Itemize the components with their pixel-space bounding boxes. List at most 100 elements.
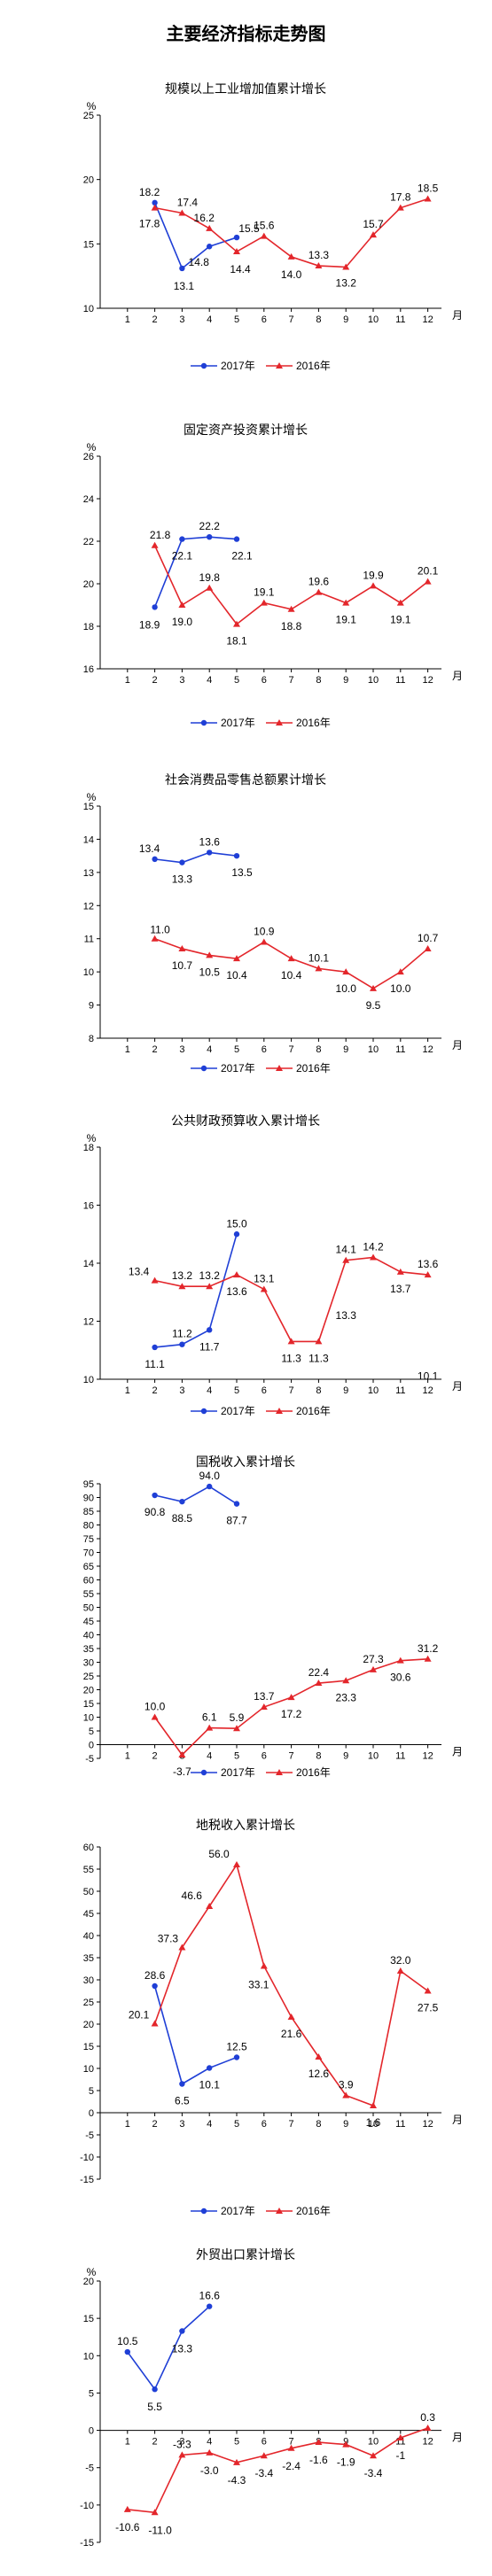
y-tick-label: 55 xyxy=(83,1589,94,1600)
x-tick-label: 2 xyxy=(152,2437,158,2448)
data-point xyxy=(424,2425,432,2432)
y-unit-label: % xyxy=(87,2266,97,2278)
data-label: 14.4 xyxy=(230,263,251,275)
data-label: 21.6 xyxy=(281,2028,302,2040)
data-point xyxy=(315,2439,323,2446)
data-point xyxy=(179,1498,185,1505)
data-point xyxy=(287,605,295,612)
x-tick-label: 7 xyxy=(289,2437,294,2448)
data-point xyxy=(396,2434,404,2440)
x-tick-label: 8 xyxy=(316,2119,321,2130)
data-label: 90.8 xyxy=(144,1506,166,1518)
legend-label: 2017年 xyxy=(221,717,255,729)
chart-national-tax-revenue: 国税收入累计增长 -5 0 5 10 15 20 25 30 35 40 45 50 55 60 65 70 75… xyxy=(0,1439,492,1789)
legend-marker xyxy=(276,1065,283,1071)
data-point xyxy=(370,2102,377,2108)
y-tick-label: 14 xyxy=(83,834,94,845)
x-tick-label: 8 xyxy=(316,314,321,325)
data-point xyxy=(207,534,213,540)
y-tick-label: 45 xyxy=(83,1617,94,1627)
data-label: -1.6 xyxy=(309,2454,328,2466)
legend-label: 2016年 xyxy=(296,1062,331,1075)
data-label: 30.6 xyxy=(390,1672,411,1684)
series-line xyxy=(153,1657,428,1757)
data-label: 17.4 xyxy=(177,196,199,208)
y-tick-label: 35 xyxy=(83,1953,94,1964)
data-point xyxy=(179,2081,185,2087)
data-point xyxy=(424,944,432,951)
data-point xyxy=(370,1253,377,1261)
data-label: -3.4 xyxy=(254,2467,273,2479)
y-tick-label: -10 xyxy=(80,2501,94,2511)
x-tick-label: 10 xyxy=(368,1385,379,1396)
data-label: 20.1 xyxy=(418,565,439,578)
data-label: -3.3 xyxy=(173,2438,191,2450)
data-label: 6.5 xyxy=(175,2095,190,2107)
y-tick-label: 30 xyxy=(83,1658,94,1669)
legend-label: 2017年 xyxy=(221,360,255,372)
data-point xyxy=(424,1655,432,1662)
data-point xyxy=(178,1944,186,1951)
y-tick-label: 16 xyxy=(83,664,94,675)
data-point xyxy=(424,1271,432,1278)
data-label: 13.1 xyxy=(254,1272,275,1284)
legend-marker xyxy=(200,1065,207,1072)
y-tick-label: 50 xyxy=(83,1603,94,1614)
data-label: -1 xyxy=(395,2449,405,2462)
x-tick-label: 1 xyxy=(125,2119,130,2130)
x-tick-label: 11 xyxy=(395,1044,405,1055)
chart-title: 国税收入累计增长 xyxy=(196,1455,295,1470)
data-point xyxy=(152,1982,158,1990)
data-point xyxy=(315,1338,323,1345)
y-tick-label: -5 xyxy=(85,2130,94,2141)
x-tick-label: 5 xyxy=(234,675,239,686)
x-tick-label: 10 xyxy=(368,314,379,325)
y-tick-label: 10 xyxy=(83,967,94,978)
x-tick-label: 3 xyxy=(179,1385,184,1396)
chart-fixed-asset-investment: 固定资产投资累计增长 16 18 20 22 24 26 1 2 3 4 5 6 7 8 9 10 11 12% 月 1… xyxy=(0,407,492,744)
x-tick-label: 7 xyxy=(289,314,294,325)
x-tick-label: 4 xyxy=(207,1044,212,1055)
data-label: 13.3 xyxy=(172,873,193,886)
data-point xyxy=(287,955,295,962)
data-point xyxy=(396,1268,404,1275)
data-point xyxy=(233,2054,240,2060)
x-tick-label: 12 xyxy=(422,675,433,686)
data-label: 10.1 xyxy=(418,1370,439,1383)
data-label: 10.1 xyxy=(308,951,330,964)
x-tick-label: 7 xyxy=(289,2119,294,2130)
y-unit-label: % xyxy=(87,441,97,454)
data-label: 13.6 xyxy=(199,835,221,848)
chart-svg: 地税收入累计增长-15-10-5051015202530354045505560… xyxy=(80,1819,463,2217)
data-label: 13.6 xyxy=(418,1258,439,1270)
data-point xyxy=(342,2091,350,2099)
data-label: 16.2 xyxy=(194,212,215,224)
y-tick-label: 18 xyxy=(83,622,94,632)
data-label: 18.1 xyxy=(226,635,247,648)
y-unit-label: % xyxy=(87,791,97,803)
data-label: 94.0 xyxy=(199,1470,221,1482)
data-point xyxy=(151,1713,159,1720)
data-point xyxy=(342,263,350,270)
data-point xyxy=(260,1962,268,1969)
x-tick-label: 5 xyxy=(234,2437,239,2448)
data-point xyxy=(178,209,186,216)
data-point xyxy=(178,2451,186,2458)
x-tick-label: 9 xyxy=(343,1385,348,1396)
y-tick-label: -15 xyxy=(80,2175,94,2185)
data-label: 14.1 xyxy=(336,1244,357,1256)
y-tick-label: 75 xyxy=(83,1534,94,1545)
y-tick-label: 30 xyxy=(83,1975,94,1986)
data-label: 10.7 xyxy=(172,959,193,972)
data-point xyxy=(233,248,240,255)
data-label: 0.3 xyxy=(420,2411,435,2424)
data-point xyxy=(342,599,350,606)
x-tick-label: 6 xyxy=(262,675,267,686)
series-line xyxy=(153,202,238,270)
x-tick-label: 1 xyxy=(125,2437,130,2448)
data-point xyxy=(370,582,377,589)
y-tick-label: 10 xyxy=(83,2351,94,2362)
data-label: 10.5 xyxy=(117,2335,138,2347)
data-point xyxy=(123,2505,131,2512)
data-label: -11.0 xyxy=(148,2524,172,2536)
